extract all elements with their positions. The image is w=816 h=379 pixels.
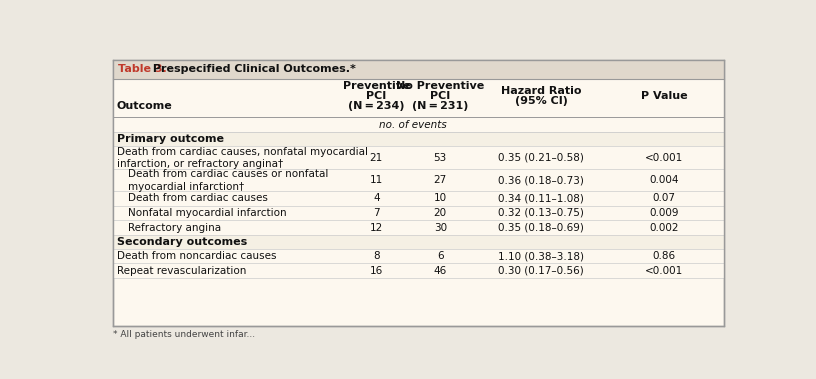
Text: 53: 53 xyxy=(433,153,447,163)
Text: 0.009: 0.009 xyxy=(650,208,679,218)
Text: 12: 12 xyxy=(370,222,383,233)
Bar xyxy=(113,249,724,263)
Text: Repeat revascularization: Repeat revascularization xyxy=(117,266,246,276)
Bar xyxy=(113,146,724,169)
Text: 21: 21 xyxy=(370,153,383,163)
Text: Death from noncardiac causes: Death from noncardiac causes xyxy=(117,251,277,261)
Text: Death from cardiac causes: Death from cardiac causes xyxy=(128,193,268,203)
Text: PCI: PCI xyxy=(430,91,450,101)
Text: 30: 30 xyxy=(434,222,447,233)
Bar xyxy=(113,117,724,133)
Text: 0.86: 0.86 xyxy=(653,251,676,261)
Text: Refractory angina: Refractory angina xyxy=(128,222,221,233)
Text: 0.35 (0.18–0.69): 0.35 (0.18–0.69) xyxy=(498,222,584,233)
Text: 16: 16 xyxy=(370,266,383,276)
Bar xyxy=(113,206,724,220)
Bar xyxy=(113,235,724,249)
Text: 10: 10 xyxy=(434,193,447,203)
Text: 20: 20 xyxy=(434,208,447,218)
Text: 0.36 (0.18–0.73): 0.36 (0.18–0.73) xyxy=(498,175,584,185)
Text: 46: 46 xyxy=(433,266,447,276)
Text: Hazard Ratio: Hazard Ratio xyxy=(501,86,581,96)
Text: 0.30 (0.17–0.56): 0.30 (0.17–0.56) xyxy=(498,266,584,276)
Bar xyxy=(113,169,724,191)
Text: 11: 11 xyxy=(370,175,383,185)
Text: 1.10 (0.38–3.18): 1.10 (0.38–3.18) xyxy=(498,251,584,261)
Text: 0.35 (0.21–0.58): 0.35 (0.21–0.58) xyxy=(498,153,584,163)
Text: (95% CI): (95% CI) xyxy=(515,96,567,106)
Text: 0.07: 0.07 xyxy=(653,193,676,203)
Text: 4: 4 xyxy=(373,193,379,203)
Text: No Preventive: No Preventive xyxy=(396,81,485,91)
Text: 6: 6 xyxy=(437,251,444,261)
Text: 0.34 (0.11–1.08): 0.34 (0.11–1.08) xyxy=(498,193,584,203)
Bar xyxy=(113,191,724,206)
Text: Death from cardiac causes or nonfatal
myocardial infarction†: Death from cardiac causes or nonfatal my… xyxy=(128,169,329,192)
Bar xyxy=(113,133,724,146)
Text: <0.001: <0.001 xyxy=(645,153,683,163)
Text: <0.001: <0.001 xyxy=(645,266,683,276)
Text: PCI: PCI xyxy=(366,91,387,101)
Text: 7: 7 xyxy=(373,208,379,218)
Text: Preventive: Preventive xyxy=(343,81,410,91)
Text: Outcome: Outcome xyxy=(117,101,172,111)
Bar xyxy=(113,60,724,78)
Text: Nonfatal myocardial infarction: Nonfatal myocardial infarction xyxy=(128,208,287,218)
Text: * All patients underwent infar...: * All patients underwent infar... xyxy=(113,330,255,338)
Text: 0.004: 0.004 xyxy=(650,175,679,185)
Text: Table 3.: Table 3. xyxy=(118,64,167,74)
Text: P Value: P Value xyxy=(641,91,688,101)
Text: (N = 234): (N = 234) xyxy=(348,101,405,111)
Text: 8: 8 xyxy=(373,251,379,261)
Bar xyxy=(113,220,724,235)
Text: Secondary outcomes: Secondary outcomes xyxy=(117,237,247,247)
Text: no. of events: no. of events xyxy=(379,120,447,130)
Text: Prespecified Clinical Outcomes.*: Prespecified Clinical Outcomes.* xyxy=(149,64,356,74)
Text: Primary outcome: Primary outcome xyxy=(117,135,224,144)
Text: 0.002: 0.002 xyxy=(650,222,679,233)
Text: Death from cardiac causes, nonfatal myocardial
infarction, or refractory angina†: Death from cardiac causes, nonfatal myoc… xyxy=(117,147,368,169)
Text: 0.32 (0.13–0.75): 0.32 (0.13–0.75) xyxy=(498,208,584,218)
Bar xyxy=(113,78,724,117)
Bar xyxy=(113,263,724,278)
Text: 27: 27 xyxy=(433,175,447,185)
Text: (N = 231): (N = 231) xyxy=(412,101,468,111)
